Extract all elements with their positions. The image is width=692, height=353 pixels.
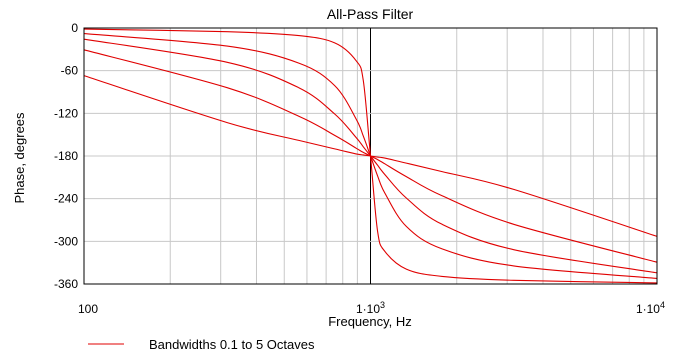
grid [84,28,657,284]
y-tick-labels: 0 -60 -120 -180 -240 -300 -360 [54,21,78,291]
x-tick-labels: 100 1·103 1·104 [78,300,665,316]
y-tick-label: -300 [54,234,78,248]
chart-title: All-Pass Filter [327,6,414,22]
y-axis-label: Phase, degrees [12,112,27,204]
legend-label: Bandwidths 0.1 to 5 Octaves [149,337,315,352]
y-tick-label: 0 [71,21,78,35]
y-tick-label: -240 [54,192,78,206]
x-tick-label: 100 [78,302,98,316]
x-tick-label: 1·104 [636,300,665,316]
plot-frame [83,27,658,285]
y-tick-label: -120 [54,106,78,120]
series-line-5-octave [83,75,658,237]
x-axis-label: Frequency, Hz [328,314,412,329]
y-tick-label: -180 [54,149,78,163]
y-tick-label: -60 [61,64,79,78]
series-group [83,28,658,284]
x-tick-label: 1·103 [356,300,385,316]
y-tick-label: -360 [54,277,78,291]
legend: Bandwidths 0.1 to 5 Octaves [88,337,315,352]
